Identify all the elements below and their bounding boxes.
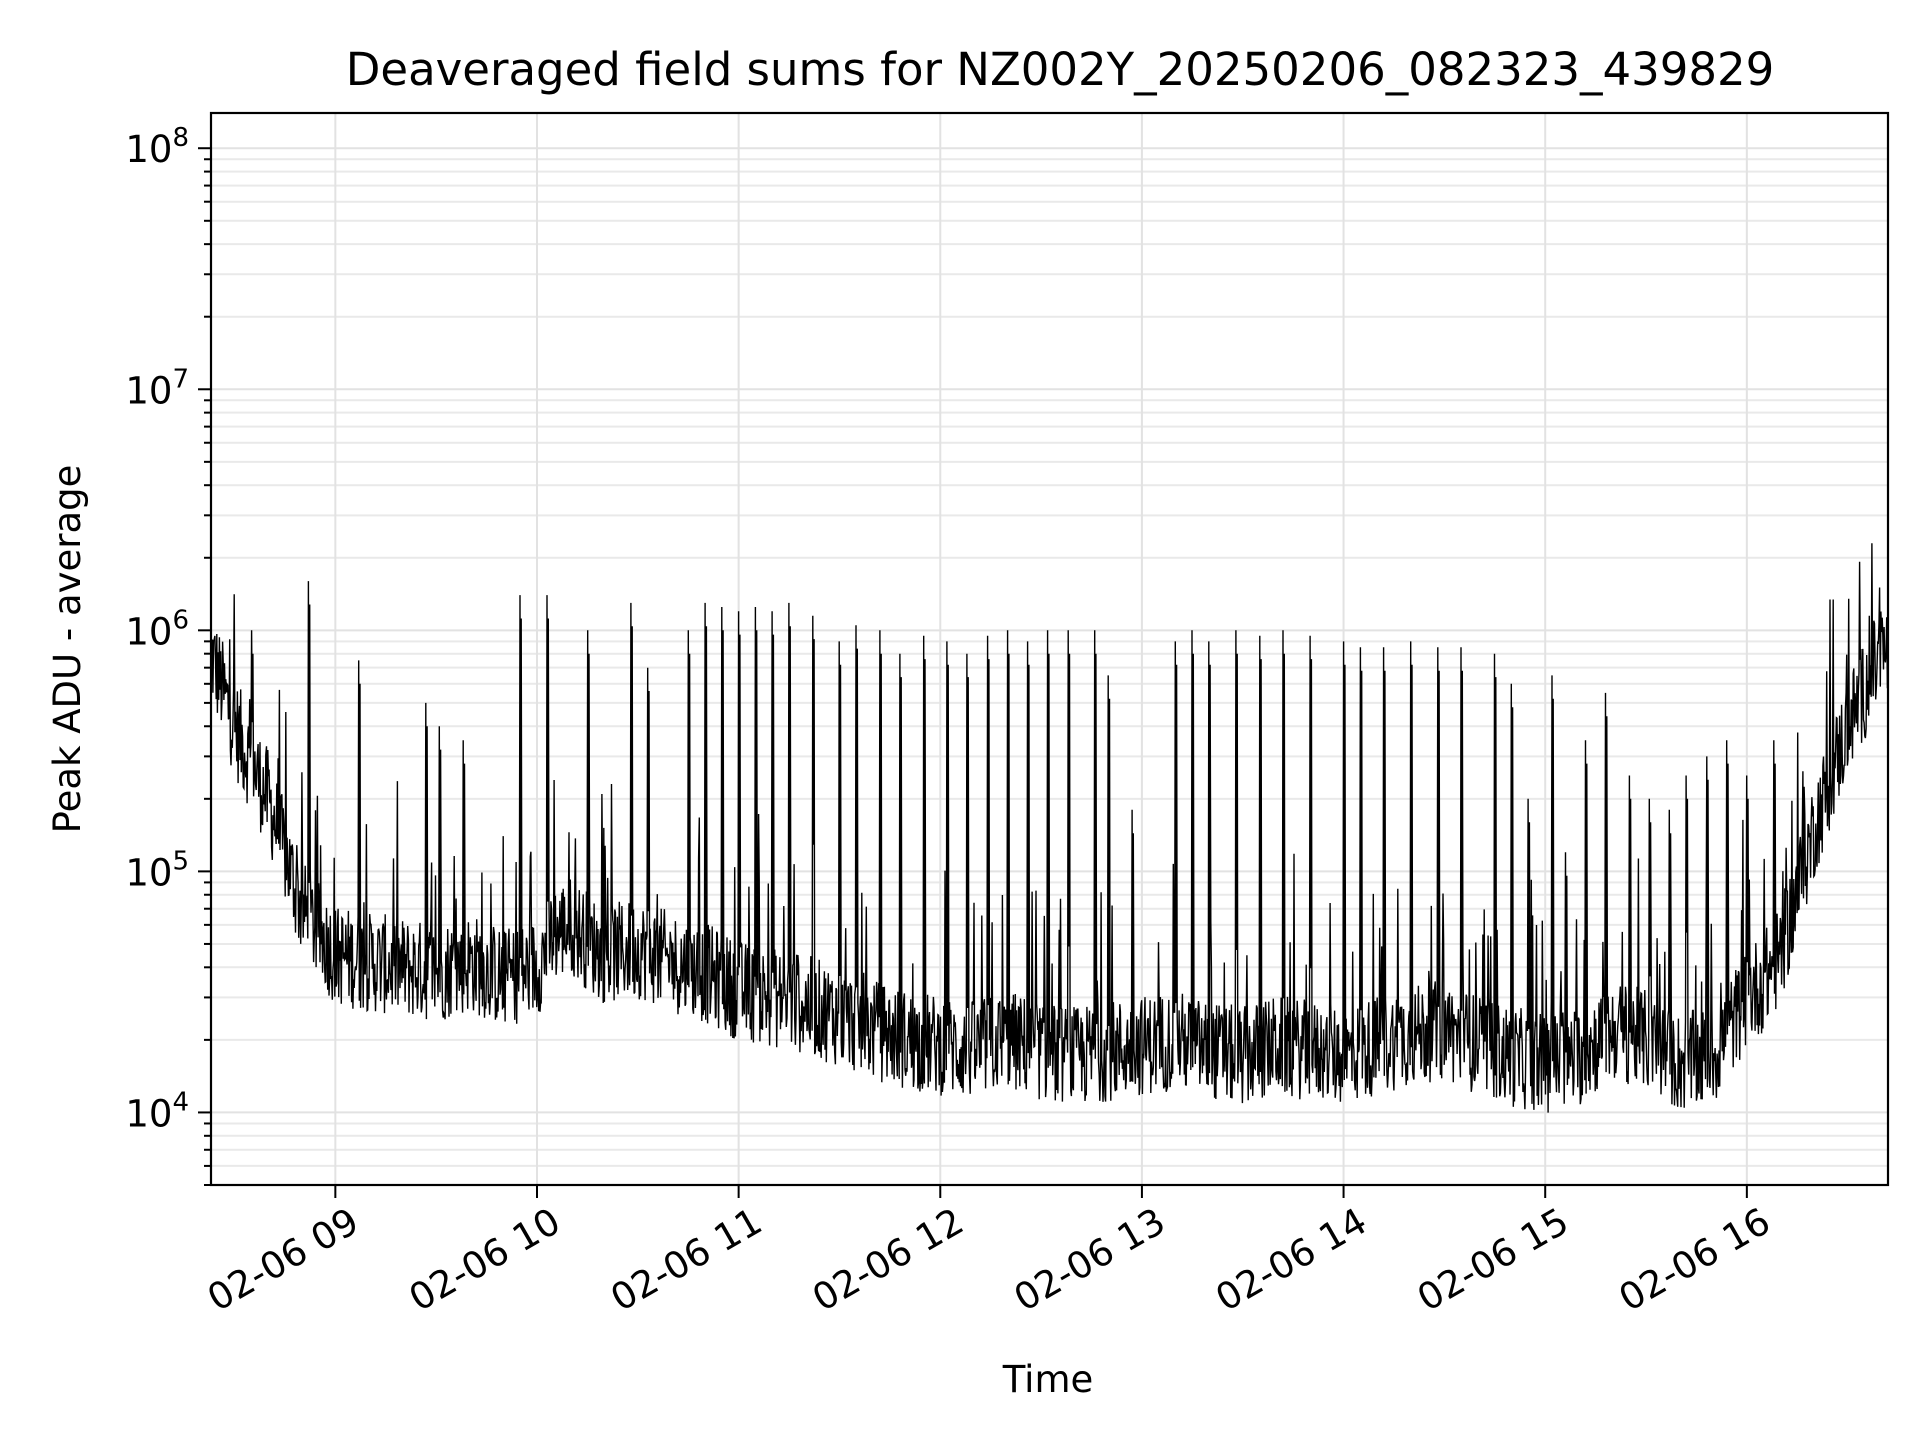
x-tick-label: 02-06 10 (402, 1200, 568, 1320)
series-line (210, 543, 1889, 1113)
x-tick-label: 02-06 11 (604, 1200, 770, 1320)
chart-title: Deaveraged field sums for NZ002Y_2025020… (346, 43, 1775, 96)
y-tick-label: 104 (125, 1087, 189, 1135)
x-tick-label: 02-06 13 (1007, 1200, 1173, 1320)
x-tick-label: 02-06 16 (1612, 1200, 1778, 1320)
axis-ticks: 104 105 106 107 108 02-06 09 02-06 10 02-06 11 0… (125, 123, 1777, 1320)
y-axis-label: Peak ADU - average (46, 465, 89, 834)
x-tick-label: 02-06 09 (200, 1200, 366, 1320)
y-tick-label: 107 (125, 364, 189, 412)
x-tick-label: 02-06 14 (1208, 1200, 1374, 1320)
data-area (210, 543, 1889, 1113)
y-tick-label: 108 (125, 123, 189, 171)
plot-frame (209, 111, 1890, 1187)
x-axis-label: Time (1002, 1358, 1094, 1401)
x-tick-label: 02-06 15 (1410, 1200, 1576, 1320)
y-tick-label: 106 (125, 605, 189, 653)
y-tick-label: 105 (125, 846, 189, 894)
x-tick-label: 02-06 12 (805, 1200, 971, 1320)
